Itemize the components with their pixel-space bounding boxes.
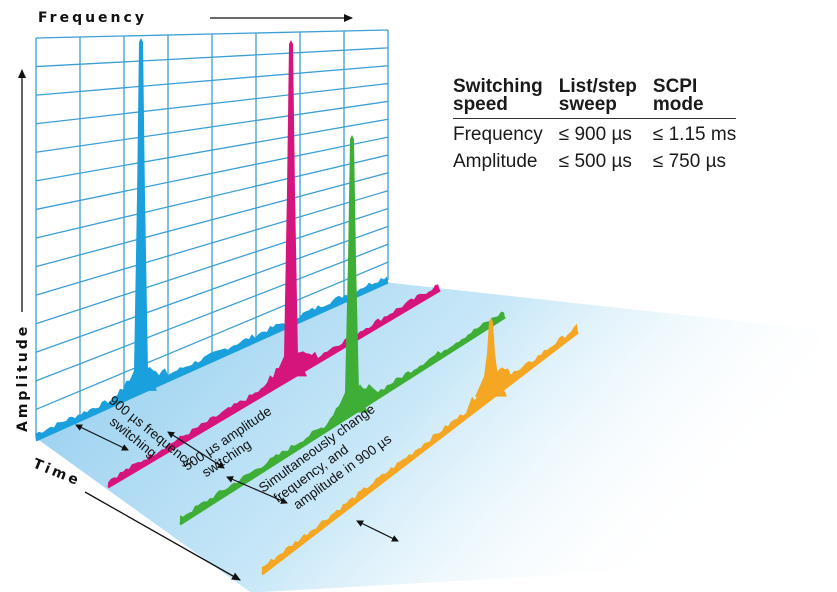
grid-line-horizontal [35, 65, 389, 96]
table-cell: Frequency [453, 124, 543, 145]
dimension-arrow-1 [75, 424, 129, 451]
trace-peak [125, 38, 157, 391]
dimension-arrow-3 [226, 476, 288, 504]
header-text: List/step [558, 76, 637, 97]
header-text: mode [652, 94, 704, 115]
grid-line-horizontal [35, 47, 389, 68]
grid-line-horizontal [35, 243, 389, 382]
grid-line-horizontal [35, 100, 389, 153]
dimension-arrow-4 [356, 520, 399, 542]
table-cell: ≤ 1.15 ms [652, 124, 737, 145]
header-text: speed [453, 94, 508, 115]
dimension-arrow-2 [167, 431, 225, 469]
grid-line-horizontal [35, 29, 389, 39]
grid-line-horizontal [35, 154, 389, 239]
grid-line-horizontal [35, 82, 389, 125]
trace-baseline [107, 288, 441, 489]
table-cell: ≤ 900 µs [558, 124, 632, 145]
amplitude-axis-label: Amplitude [15, 324, 31, 432]
trace-frequency-1 [35, 38, 389, 442]
grid-line-horizontal [35, 136, 389, 211]
trace-baseline [261, 330, 579, 576]
grid-wall [35, 29, 389, 439]
trace-peak [336, 135, 368, 413]
table-cell: Amplitude [453, 151, 538, 172]
frequency-axis-label: Frequency [38, 10, 147, 26]
trace-peak [475, 318, 507, 397]
header-text: sweep [558, 94, 617, 115]
table-cell: ≤ 500 µs [558, 151, 632, 172]
trace-baseline [35, 280, 389, 442]
table-cell: ≤ 750 µs [652, 151, 727, 172]
header-list-step-sweep: List/step sweep [558, 76, 653, 119]
switching-speed-table: Switching speed List/step sweep SCPI mode F… [453, 76, 737, 173]
table-row: Amplitude ≤ 500 µs ≤ 750 µs [453, 146, 736, 173]
table-row: Frequency ≤ 900 µs ≤ 1.15 ms [453, 119, 736, 147]
trace-peak [275, 40, 307, 377]
grid-line-horizontal [35, 190, 389, 296]
header-scpi-mode: SCPI mode [652, 76, 737, 119]
grid-line-horizontal [35, 225, 389, 353]
time-axis-arrow [84, 491, 241, 581]
table-header-row: Switching speed List/step sweep SCPI mode [453, 76, 737, 119]
grid-line-horizontal [35, 207, 389, 325]
grid-line-horizontal [35, 172, 389, 268]
trace-simultaneous [261, 318, 579, 576]
header-switching-speed: Switching speed [453, 76, 559, 119]
header-text: Switching [453, 76, 543, 97]
grid-line-horizontal [35, 118, 389, 182]
grid-line-horizontal [35, 261, 389, 411]
header-text: SCPI [652, 76, 698, 97]
